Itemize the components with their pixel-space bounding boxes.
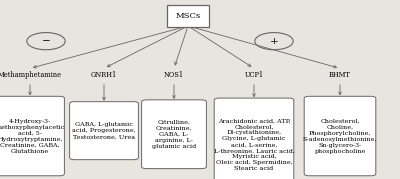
FancyBboxPatch shape xyxy=(214,98,294,179)
FancyBboxPatch shape xyxy=(304,96,376,176)
Text: 4-Hydroxy-3-
methoxyphenylacetic
acid, 5-
Hydroxytryptamine,
Creatinine, GABA,
G: 4-Hydroxy-3- methoxyphenylacetic acid, 5… xyxy=(0,118,65,154)
Text: Cholesterol,
Choline,
Phosphorylcholine,
S-adenosylmethionine,
Sn-glycero-3-
pho: Cholesterol, Choline, Phosphorylcholine,… xyxy=(303,118,377,154)
Text: +: + xyxy=(270,37,278,46)
Text: Methamphetamine: Methamphetamine xyxy=(0,71,62,79)
Text: Arachidonic acid, ATP,
Cholesterol,
Dl-cystathionine,
Glycine, L-glutamic
acid, : Arachidonic acid, ATP, Cholesterol, Dl-c… xyxy=(214,118,294,171)
Text: NOS1: NOS1 xyxy=(164,71,184,79)
Text: GNRH1: GNRH1 xyxy=(91,71,117,79)
Text: BHMT: BHMT xyxy=(329,71,351,79)
Text: Citrulline,
Creatinine,
GABA, L-
arginine, L-
glutamic acid: Citrulline, Creatinine, GABA, L- arginin… xyxy=(152,120,196,149)
Text: UCP1: UCP1 xyxy=(244,71,264,79)
FancyBboxPatch shape xyxy=(142,100,206,169)
Text: MSCs: MSCs xyxy=(176,12,200,20)
Text: GABA, L-glutamic
acid, Progesterone,
Testosterone, Urea: GABA, L-glutamic acid, Progesterone, Tes… xyxy=(72,122,136,139)
Text: −: − xyxy=(42,37,50,46)
FancyBboxPatch shape xyxy=(167,5,209,27)
FancyBboxPatch shape xyxy=(0,96,64,176)
FancyBboxPatch shape xyxy=(70,102,138,160)
